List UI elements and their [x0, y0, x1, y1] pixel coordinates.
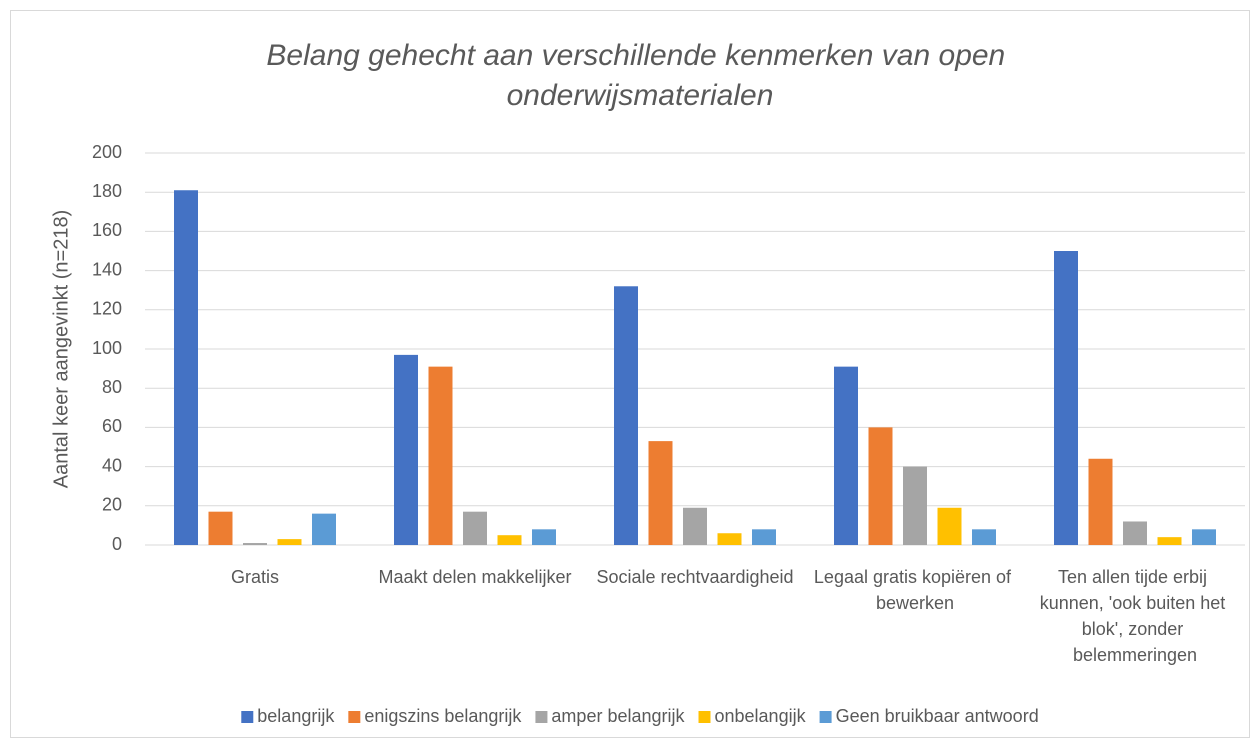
y-tick-label: 140 — [92, 259, 122, 279]
legend-label: enigszins belangrijk — [364, 706, 522, 726]
bar — [1192, 529, 1216, 545]
y-axis-label: Aantal keer aangevinkt (n=218) — [50, 210, 72, 489]
bar — [394, 354, 418, 545]
bar — [463, 511, 487, 545]
bar — [1088, 458, 1113, 545]
legend-label: amper belangrijk — [551, 706, 685, 726]
bar — [752, 529, 776, 545]
bar — [937, 507, 962, 545]
bar — [972, 529, 996, 545]
legend-label: onbelangijk — [715, 706, 807, 726]
y-tick-label: 20 — [102, 495, 122, 515]
x-tick-label: Legaal gratis kopiëren of bewerken — [814, 567, 1016, 613]
bar — [277, 539, 302, 545]
bar — [532, 529, 556, 545]
bar — [683, 507, 707, 545]
x-tick-label: Maakt delen makkelijker — [378, 567, 571, 587]
legend-swatch — [241, 711, 254, 723]
x-tick-label: Ten allen tijde erbij kunnen, 'ook buite… — [1040, 567, 1231, 665]
y-tick-label: 80 — [102, 377, 122, 397]
bar — [312, 513, 336, 545]
bar — [243, 543, 267, 545]
bar — [717, 533, 742, 545]
bar — [497, 535, 522, 545]
y-tick-label: 0 — [112, 534, 122, 554]
y-tick-label: 160 — [92, 220, 122, 240]
bar — [1157, 537, 1182, 545]
bar — [208, 511, 233, 545]
bar — [903, 466, 927, 545]
bar — [868, 427, 893, 545]
bar — [648, 441, 673, 545]
bar — [428, 366, 453, 545]
legend-label: belangrijk — [257, 706, 335, 726]
y-tick-label: 120 — [92, 299, 122, 319]
bar — [834, 366, 858, 545]
legend-swatch — [698, 711, 711, 723]
legend-swatch — [535, 711, 548, 723]
legend-swatch — [348, 711, 361, 723]
chart-title: Belang gehecht aan verschillende kenmerk… — [266, 39, 1013, 112]
y-tick-label: 100 — [92, 338, 122, 358]
bar — [614, 286, 638, 545]
y-tick-label: 60 — [102, 416, 122, 436]
bar — [1123, 521, 1147, 545]
bar — [174, 190, 198, 546]
y-tick-label: 180 — [92, 181, 122, 201]
y-tick-label: 200 — [92, 142, 122, 162]
bar — [1054, 251, 1078, 545]
x-tick-label: Sociale rechtvaardigheid — [596, 567, 793, 587]
legend-label: Geen bruikbaar antwoord — [836, 706, 1039, 726]
y-tick-label: 40 — [102, 455, 122, 475]
legend-swatch — [819, 711, 832, 723]
x-tick-label: Gratis — [231, 567, 279, 587]
